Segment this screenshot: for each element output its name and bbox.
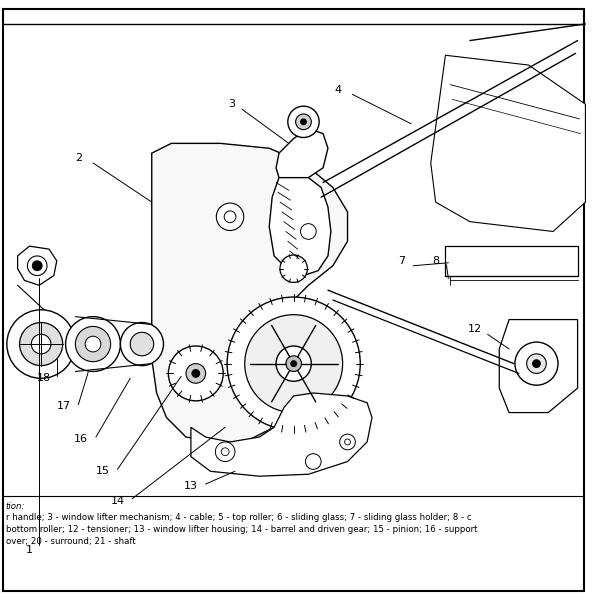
Polygon shape <box>152 143 347 442</box>
Text: 3: 3 <box>229 99 236 109</box>
Text: 8: 8 <box>432 256 439 266</box>
Circle shape <box>340 434 355 450</box>
Circle shape <box>215 442 235 461</box>
Polygon shape <box>276 128 328 182</box>
Text: 13: 13 <box>184 481 198 491</box>
Text: 12: 12 <box>468 325 482 334</box>
Circle shape <box>286 356 302 371</box>
Text: 17: 17 <box>56 401 71 411</box>
Circle shape <box>7 310 76 379</box>
Circle shape <box>276 346 311 381</box>
Circle shape <box>192 370 200 377</box>
Text: 4: 4 <box>334 85 341 95</box>
Polygon shape <box>17 246 57 286</box>
Text: r handle; 3 - window lifter mechanism; 4 - cable; 5 - top roller; 6 - sliding gl: r handle; 3 - window lifter mechanism; 4… <box>6 514 472 523</box>
Circle shape <box>296 114 311 130</box>
Text: bottom roller; 12 - tensioner; 13 - window lifter housing; 14 - barrel and drive: bottom roller; 12 - tensioner; 13 - wind… <box>6 525 478 534</box>
Circle shape <box>288 106 319 137</box>
Circle shape <box>186 364 206 383</box>
Text: 18: 18 <box>37 373 51 383</box>
Text: 14: 14 <box>110 496 125 506</box>
Circle shape <box>121 323 163 365</box>
Text: over; 20 - surround; 21 - shaft: over; 20 - surround; 21 - shaft <box>6 537 136 546</box>
Text: 2: 2 <box>75 153 82 163</box>
Circle shape <box>217 203 244 230</box>
Circle shape <box>301 224 316 239</box>
Text: tion:: tion: <box>6 502 25 511</box>
Circle shape <box>169 346 223 401</box>
Circle shape <box>227 297 360 430</box>
Circle shape <box>130 332 154 356</box>
Circle shape <box>301 119 307 125</box>
Text: 7: 7 <box>398 256 405 266</box>
Circle shape <box>32 261 42 271</box>
Circle shape <box>533 360 541 368</box>
Circle shape <box>28 256 47 275</box>
Circle shape <box>85 336 101 352</box>
Circle shape <box>245 314 343 413</box>
Circle shape <box>31 334 51 354</box>
Circle shape <box>291 361 296 367</box>
Polygon shape <box>445 246 578 275</box>
Polygon shape <box>431 55 586 232</box>
Circle shape <box>515 342 558 385</box>
Circle shape <box>279 388 299 407</box>
Circle shape <box>280 255 307 283</box>
Circle shape <box>527 354 546 373</box>
Polygon shape <box>499 320 578 413</box>
Polygon shape <box>269 178 331 275</box>
Polygon shape <box>191 393 372 476</box>
Circle shape <box>20 323 62 365</box>
Text: 1: 1 <box>26 545 33 554</box>
Text: 15: 15 <box>96 466 110 476</box>
Text: 16: 16 <box>74 434 88 444</box>
Circle shape <box>305 454 321 469</box>
Circle shape <box>76 326 110 362</box>
Circle shape <box>65 317 121 371</box>
